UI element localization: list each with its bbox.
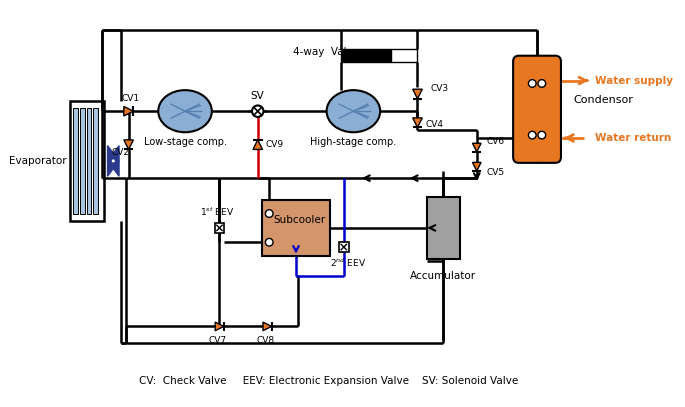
Text: CV1: CV1 [121,94,140,103]
Ellipse shape [327,90,380,132]
Text: 2$^{nd}$ EEV: 2$^{nd}$ EEV [330,256,366,269]
Circle shape [265,239,273,246]
Text: Evaporator: Evaporator [9,156,66,166]
Text: 1$^{st}$ EEV: 1$^{st}$ EEV [201,206,235,218]
Text: CV2: CV2 [112,148,129,157]
Polygon shape [215,322,224,331]
Text: CV8: CV8 [256,336,275,345]
Circle shape [265,210,273,217]
Text: 4-way  Valve: 4-way Valve [293,47,359,57]
Circle shape [538,80,546,87]
Polygon shape [124,140,134,149]
Text: Accumulator: Accumulator [410,271,476,281]
Text: CV9: CV9 [265,140,284,149]
Text: CV6: CV6 [486,137,504,146]
Text: Low-stage comp.: Low-stage comp. [144,137,227,147]
Bar [392,50,416,61]
Text: High-stage comp.: High-stage comp. [310,137,397,147]
Text: CV7: CV7 [208,336,227,345]
Text: CV:  Check Valve     EEV: Electronic Expansion Valve    SV: Solenoid Valve: CV: Check Valve EEV: Electronic Expansio… [139,376,518,386]
Polygon shape [108,146,119,176]
Polygon shape [108,146,119,176]
Circle shape [528,131,536,139]
Bar [339,242,349,252]
Polygon shape [412,89,422,99]
Bar [427,197,460,259]
Bar [80,108,85,214]
Text: SV: SV [251,91,264,101]
Text: CV5: CV5 [486,168,504,177]
Text: Water return: Water return [595,133,671,143]
Bar [93,108,98,214]
Bar [86,108,91,214]
Polygon shape [412,118,422,127]
Polygon shape [473,143,481,152]
Circle shape [538,131,546,139]
Polygon shape [263,322,272,331]
Bar [390,49,417,62]
Bar [262,200,330,256]
Bar [73,108,78,214]
Text: CV3: CV3 [431,84,449,93]
Text: CV4: CV4 [425,120,443,129]
Bar [214,223,224,233]
Text: Water supply: Water supply [595,76,673,85]
Text: Subcooler: Subcooler [274,215,326,225]
Bar [71,101,103,221]
Circle shape [252,105,264,117]
Circle shape [111,159,116,163]
Polygon shape [473,162,481,171]
Text: Condensor: Condensor [573,95,633,105]
FancyBboxPatch shape [513,56,561,163]
Bar [341,49,390,62]
Ellipse shape [158,90,212,132]
Polygon shape [124,106,134,116]
Circle shape [528,80,536,87]
Polygon shape [253,140,262,149]
